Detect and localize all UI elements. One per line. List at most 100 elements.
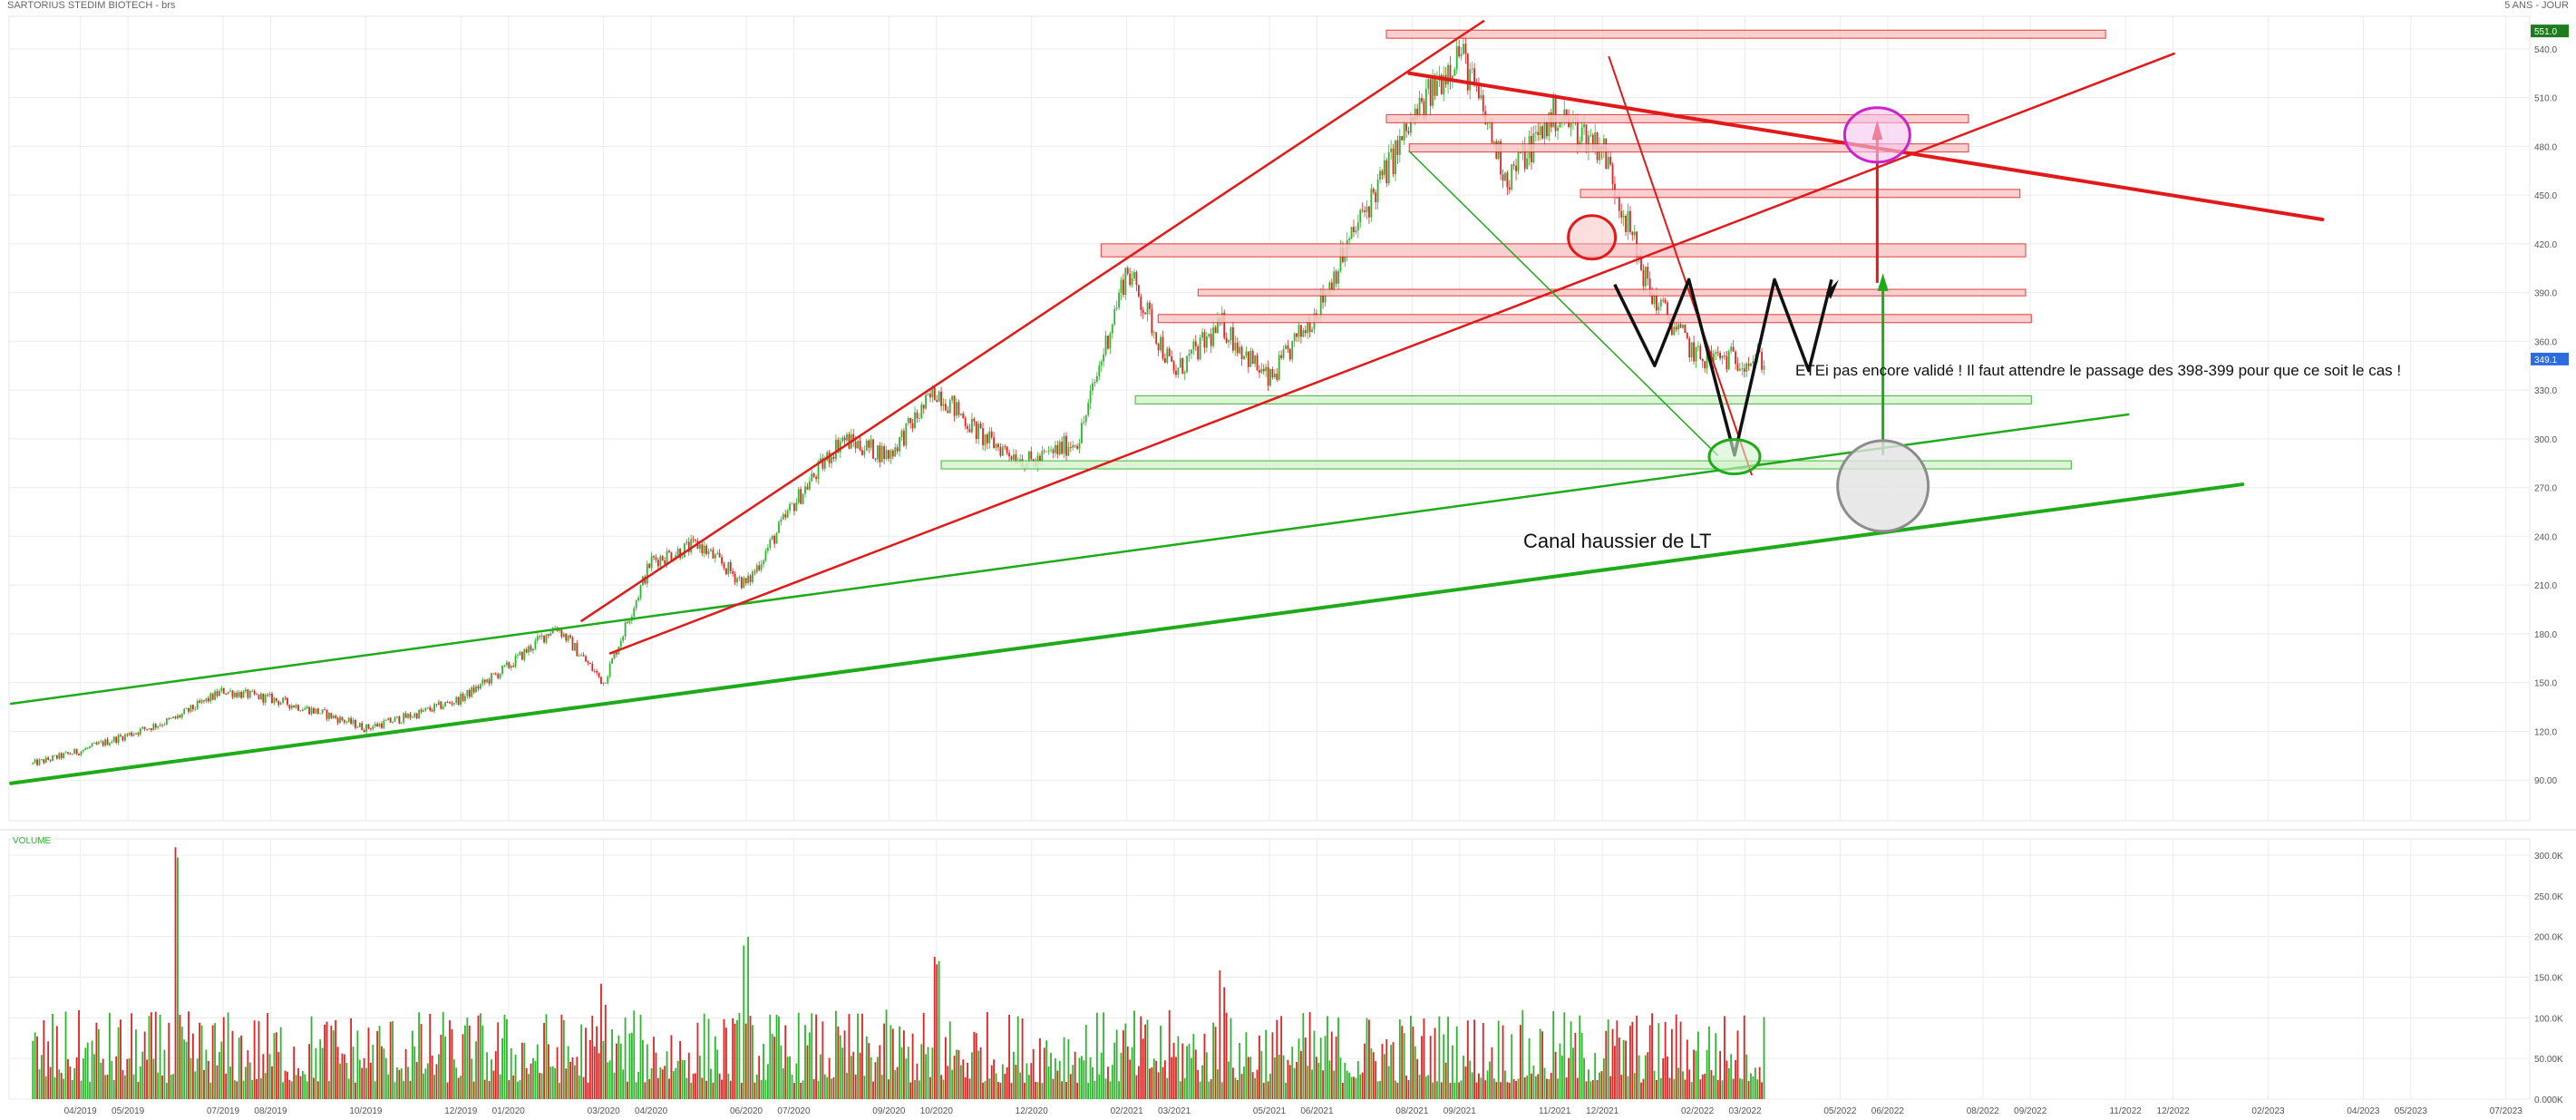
- candle-body: [1519, 151, 1521, 153]
- volume-bar: [75, 1057, 78, 1099]
- volume-bar: [1708, 1026, 1710, 1099]
- candle-body: [1418, 97, 1421, 118]
- candle-body: [1339, 247, 1342, 271]
- candle-body: [1511, 164, 1513, 190]
- candle-body: [1197, 346, 1200, 360]
- candle-body: [499, 673, 501, 678]
- candle-body: [802, 493, 804, 504]
- high-price-tag: [2531, 24, 2569, 38]
- volume-bar: [848, 1014, 851, 1099]
- volume-bar: [1016, 1016, 1019, 1099]
- candle-body: [290, 705, 293, 709]
- candle-body: [389, 717, 392, 723]
- volume-bar: [628, 1033, 631, 1099]
- candle-body: [1667, 302, 1668, 317]
- volume-bar: [1673, 1078, 1676, 1099]
- candle-body: [1763, 365, 1765, 370]
- volume-bar: [1735, 1060, 1736, 1099]
- volume-bar: [778, 1017, 780, 1099]
- volume-bar: [1410, 1016, 1412, 1099]
- volume-bar: [1324, 1036, 1327, 1099]
- volume-bar: [802, 1080, 804, 1099]
- volume-bar: [986, 1011, 988, 1099]
- volume-bar: [1065, 1082, 1067, 1099]
- candle-body: [616, 652, 617, 655]
- candle-body: [295, 705, 297, 708]
- volume-bar: [1249, 1057, 1252, 1099]
- volume-bar: [170, 1075, 172, 1099]
- candle-body: [520, 651, 523, 660]
- volume-bar: [712, 1082, 714, 1099]
- volume-bar: [648, 1078, 651, 1099]
- candle-body: [1356, 222, 1359, 231]
- candle-body: [732, 570, 734, 574]
- candle-body: [1588, 135, 1589, 151]
- candle-body: [1109, 333, 1112, 349]
- volume-bar: [1074, 1051, 1076, 1099]
- volume-bar: [1647, 1052, 1649, 1099]
- volume-bar: [885, 1009, 888, 1099]
- volume-bar: [679, 1041, 681, 1099]
- volume-bar: [376, 1030, 379, 1099]
- volume-bar: [157, 1072, 160, 1099]
- volume-bar: [773, 1037, 776, 1099]
- candle-body: [407, 714, 409, 718]
- candle-body: [585, 656, 587, 662]
- candle-body: [593, 670, 596, 672]
- volume-bar: [1341, 1082, 1344, 1099]
- volume-bar: [948, 1021, 951, 1099]
- candle-body: [1191, 349, 1192, 354]
- volume-bar: [1761, 1082, 1763, 1099]
- candle-body: [64, 752, 67, 754]
- candle-body: [650, 556, 653, 569]
- candle-body: [656, 560, 659, 567]
- volume-bar: [600, 983, 602, 1099]
- candle-body: [1157, 343, 1160, 351]
- candle-body: [1695, 346, 1697, 362]
- candle-body: [1013, 454, 1015, 460]
- volume-bar: [607, 1062, 609, 1099]
- candle-body: [1076, 445, 1078, 449]
- volume-bar: [407, 1066, 409, 1099]
- resistance-zone: [1157, 314, 2032, 324]
- volume-bar: [786, 1057, 789, 1099]
- candle-body: [413, 713, 416, 717]
- volume-bar: [78, 1009, 80, 1099]
- volume-bar: [464, 1025, 466, 1099]
- candle-body: [1651, 294, 1654, 305]
- volume-bar: [580, 1024, 583, 1099]
- volume-bar: [971, 1052, 973, 1099]
- volume-bar: [861, 1013, 863, 1099]
- candle-body: [1065, 435, 1067, 456]
- volume-bar: [1177, 1036, 1180, 1099]
- candle-body: [758, 565, 761, 570]
- candle-body: [400, 722, 403, 724]
- volume-bar: [93, 1054, 95, 1099]
- volume-bar: [429, 1013, 432, 1099]
- volume-bar: [363, 1057, 365, 1099]
- candle-body: [666, 550, 668, 564]
- volume-bar: [1219, 970, 1221, 1099]
- volume-bar: [1019, 1072, 1022, 1099]
- y-tick-label: 510.0: [2534, 94, 2557, 104]
- volume-bar: [1451, 1045, 1453, 1099]
- candle-body: [245, 689, 247, 692]
- candle-body: [1500, 141, 1502, 175]
- candle-body: [1133, 271, 1135, 278]
- candle-body: [347, 717, 350, 722]
- x-tick-label: 12/2020: [1016, 1106, 1049, 1116]
- candle-body: [1491, 122, 1493, 143]
- volume-bar: [196, 1058, 199, 1099]
- volume-bar: [1322, 1070, 1325, 1099]
- candle-body: [1670, 324, 1673, 336]
- volume-bar: [727, 1073, 730, 1099]
- candle-body: [743, 578, 745, 589]
- volume-bar: [797, 1012, 800, 1099]
- volume-bar: [168, 1022, 170, 1099]
- volume-bar: [220, 1041, 223, 1099]
- volume-bar: [834, 1010, 837, 1099]
- volume-bar: [1183, 1077, 1186, 1099]
- candle-body: [1712, 353, 1715, 363]
- volume-bar: [999, 1082, 1002, 1099]
